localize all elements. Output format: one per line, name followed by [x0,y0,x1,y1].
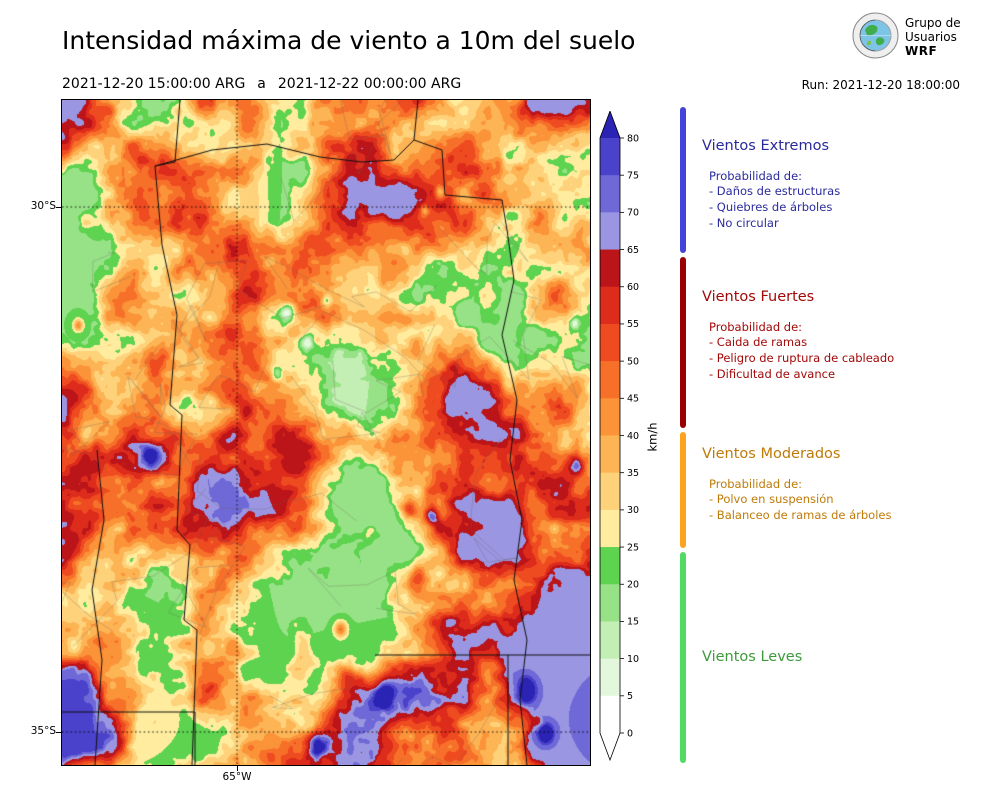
colorbar-tick-label: 10 [627,654,639,665]
legend-title-moderados: Vientos Moderados [702,446,841,462]
legend-item: - No circular [709,216,779,230]
lat-tick-30s: 30°S [30,200,56,212]
colorbar-tick-label: 20 [627,580,639,591]
colorbar-tick-label: 30 [627,505,639,516]
lat-tick-mark-35s [56,732,61,733]
legend-item: - Polvo en suspensión [709,492,834,506]
legend-bar-extremos [680,107,686,253]
colorbar-tick-label: 60 [627,282,639,293]
legend-title-extremos: Vientos Extremos [702,138,830,154]
colorbar-tick-label: 65 [627,245,639,256]
legend-bar-leves [680,552,686,763]
model-run-label: Run: 2021-12-20 18:00:00 [801,78,960,92]
logo-line-2: Usuarios [905,30,957,44]
legend-section-moderados: Vientos Moderados Probabilidad de: - Polvo… [702,446,992,523]
colorbar-tick-label: 75 [627,170,639,181]
legend-item: - Dificultad de avance [709,367,836,381]
wind-map [61,99,591,766]
lon-tick-65w: 65°W [222,771,252,783]
legend-title-leves: Vientos Leves [702,649,803,665]
logo-line-wrf: WRF [905,44,938,58]
colorbar-tick-label: 25 [627,542,639,553]
lat-tick-mark-30s [56,207,61,208]
colorbar-tick-label: 70 [627,208,639,219]
time-range-end: 2021-12-22 00:00:00 ARG [277,76,462,92]
colorbar-tick-label: 40 [627,431,639,442]
legend-item: - Daños de estructuras [709,184,841,198]
legend-bar-moderados [680,432,686,548]
colorbar-tick-label: 55 [627,319,639,330]
time-range-separator: a [257,76,266,92]
colorbar-tick-label: 15 [627,617,639,628]
colorbar-tick-label: 35 [627,468,639,479]
colorbar-unit-label: km/h [645,422,660,452]
colorbar-tick-label: 80 [627,133,639,144]
wind-field-canvas [62,100,590,765]
logo-text: Grupo de Usuarios WRF [905,16,961,58]
legend-bar-fuertes [680,257,686,428]
legend-probability-label: Probabilidad de: [709,477,803,491]
colorbar-tick-label: 45 [627,394,639,405]
colorbar-svg: 0 5 10 15 20 25 30 35 40 45 50 55 60 65 70 75 80 [599,109,639,762]
wrf-logo: Grupo de Usuarios WRF [852,12,961,59]
logo-line-1: Grupo de [905,16,961,30]
legend-item: - Balanceo de ramas de árboles [709,508,892,522]
time-range-label: 2021-12-20 15:00:00 ARG a 2021-12-22 00:00… [62,76,461,92]
colorbar-tick-label: 0 [627,728,633,739]
colorbar-tick-label: 50 [627,356,639,367]
legend-probability-label: Probabilidad de: [709,169,803,183]
legend-title-fuertes: Vientos Fuertes [702,289,815,305]
colorbar-tick-label: 5 [627,691,633,702]
page-title: Intensidad máxima de viento a 10m del su… [62,26,636,55]
legend-item: - Peligro de ruptura de cableado [709,351,895,365]
legend-section-extremos: Vientos Extremos Probabilidad de: - Daños … [702,138,992,231]
lat-tick-35s: 35°S [30,725,56,737]
time-range-start: 2021-12-20 15:00:00 ARG [62,76,246,92]
legend-section-leves: Vientos Leves [702,649,992,665]
globe-icon [852,12,899,59]
legend-probability-label: Probabilidad de: [709,320,803,334]
legend-item: - Quiebres de árboles [709,200,833,214]
colorbar: 0 5 10 15 20 25 30 35 40 45 50 55 60 65 70 75 80 [599,109,669,769]
lon-tick-mark-65w [237,766,238,771]
legend-section-fuertes: Vientos Fuertes Probabilidad de: - Caida d… [702,289,992,382]
legend-item: - Caida de ramas [709,335,808,349]
